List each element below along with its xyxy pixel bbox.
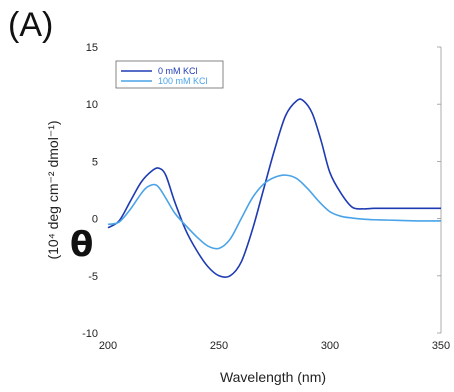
x-tick-label: 200	[99, 340, 117, 352]
y-axis-title-group: θ (10⁴ deg cm⁻² dmol⁻¹)	[45, 120, 93, 265]
legend-label-0: 0 mM KCl	[158, 66, 198, 76]
series-line-0	[107, 98, 441, 279]
x-tick-label: 250	[210, 340, 228, 352]
y-tick-label: 0	[92, 214, 98, 226]
series-line-1	[107, 174, 442, 250]
series-layer	[107, 98, 442, 279]
y-tick-label: -10	[82, 328, 98, 340]
x-axis-title: Wavelength (nm)	[220, 369, 326, 385]
y-tick-label: 5	[92, 156, 98, 168]
x-tick-label: 300	[321, 340, 339, 352]
x-tick-label: 350	[432, 340, 450, 352]
y-tick-label: 15	[86, 42, 98, 54]
chart-legend: 0 mM KCl 100 mM KCl	[115, 60, 224, 89]
panel-label: (A)	[8, 6, 54, 44]
y-axis-title: (10⁴ deg cm⁻² dmol⁻¹)	[45, 120, 61, 259]
y-tick-label: -5	[88, 271, 98, 283]
y-axis-theta-symbol: θ	[70, 225, 93, 265]
y-tick-label: 10	[86, 99, 98, 111]
legend-box	[115, 60, 224, 89]
legend-label-1: 100 mM KCl	[158, 76, 208, 86]
chart-axes: -10 -5 0 5 10 15 200 250 300 350	[82, 42, 450, 352]
